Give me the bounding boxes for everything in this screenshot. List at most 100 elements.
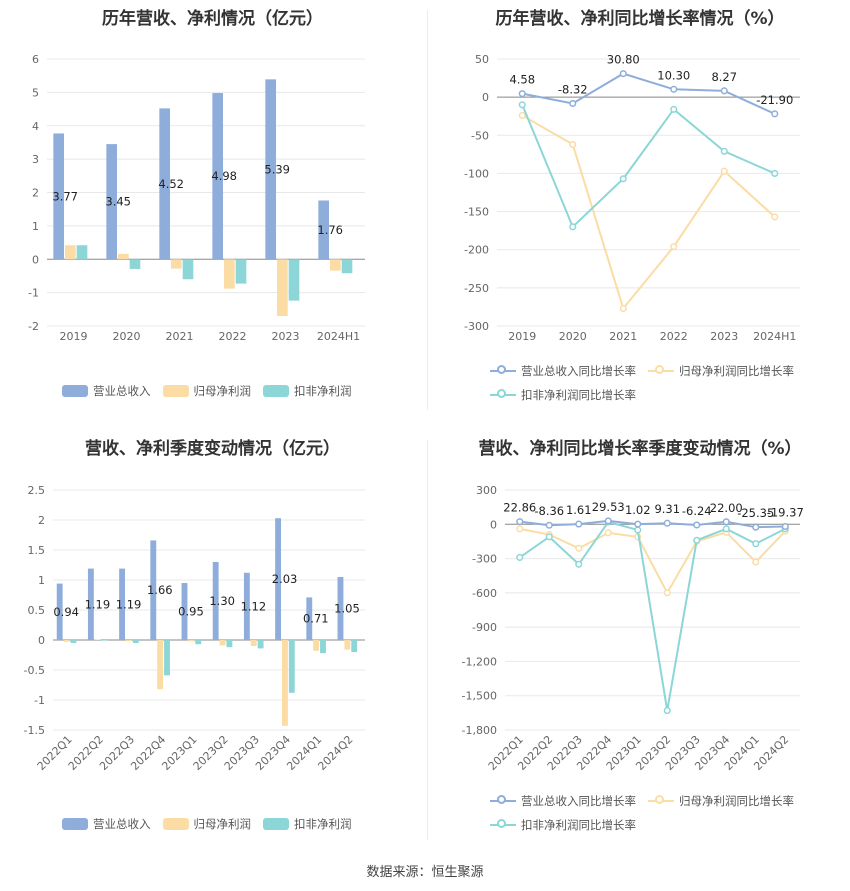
data-label: 22.86 <box>503 501 536 515</box>
y-tick-label: 1.5 <box>28 544 46 557</box>
data-point <box>545 533 553 541</box>
legend-item[interactable]: 归母净利润 <box>162 816 251 832</box>
bar <box>224 259 235 289</box>
legend-label: 归母净利润 <box>193 384 252 398</box>
y-tick-label: -100 <box>464 167 489 180</box>
data-point <box>722 525 730 533</box>
legend-swatch <box>263 818 289 830</box>
y-tick-label: -1.5 <box>24 724 45 737</box>
bar <box>330 259 341 271</box>
data-point <box>619 70 627 78</box>
legend-label: 扣非净利润 <box>294 384 352 398</box>
data-label: 2.03 <box>272 572 298 586</box>
legend-swatch <box>490 389 516 401</box>
legend-item[interactable]: 扣非净利润 <box>263 816 352 832</box>
y-tick-label: 2 <box>32 187 39 200</box>
data-point <box>720 147 728 155</box>
legend-swatch <box>490 819 516 831</box>
data-label: -19.37 <box>767 505 804 519</box>
legend-item[interactable]: 扣非净利润同比增长率 <box>490 384 636 406</box>
x-tick-label: 2024Q2 <box>315 733 355 773</box>
data-point <box>604 517 612 525</box>
bar <box>235 259 247 284</box>
bar <box>313 640 320 651</box>
y-tick-label: -0.5 <box>24 664 45 677</box>
data-label: 22.00 <box>710 501 743 515</box>
legend-item[interactable]: 营业总收入 <box>62 816 151 832</box>
legend-item[interactable]: 营业总收入同比增长率 <box>490 790 636 812</box>
bar <box>181 583 188 640</box>
data-label: 1.76 <box>317 223 343 237</box>
y-tick-label: 300 <box>476 484 497 497</box>
legend-item[interactable]: 营业总收入 <box>62 383 151 399</box>
chart-legend: 营业总收入 归母净利润 扣非净利润 <box>62 383 364 400</box>
data-point <box>516 518 524 526</box>
legend-item[interactable]: 归母净利润同比增长率 <box>648 360 794 382</box>
bar <box>150 540 157 640</box>
legend-item[interactable]: 营业总收入同比增长率 <box>490 360 636 382</box>
data-point <box>771 213 779 221</box>
quarterly-growth-panel: 营收、净利同比增长率季度变动情况（%） 300 0 -300 -600 -900 -1,2… <box>430 430 850 850</box>
data-point <box>604 529 612 537</box>
legend-label: 扣非净利润同比增长率 <box>521 818 636 832</box>
data-point <box>619 175 627 183</box>
data-label: 1.02 <box>625 503 651 517</box>
data-point <box>663 519 671 527</box>
y-tick-label: 2.5 <box>28 484 46 497</box>
chart-title: 历年营收、净利同比增长率情况（%） <box>495 9 785 29</box>
data-point <box>516 553 524 561</box>
data-label: 0.94 <box>53 605 79 619</box>
bar <box>318 200 330 260</box>
chart-legend: 营业总收入 归母净利润 扣非净利润 <box>62 816 364 833</box>
x-tick-label: 2021 <box>166 330 194 343</box>
bar <box>106 144 118 260</box>
data-label: 10.30 <box>657 68 690 82</box>
bar <box>164 640 170 676</box>
x-tick-label: 2022 <box>660 330 688 343</box>
annual-growth-chart: 50 0 -50 -100 -150 -200 -250 -300 2019 2020 2021 20… <box>464 53 800 343</box>
data-source-note: 数据来源：恒生聚源 <box>366 865 484 880</box>
bar <box>70 640 77 643</box>
chart-legend: 营业总收入同比增长率 归母净利润同比增长率 扣非净利润同比增长率 <box>490 360 850 408</box>
x-tick-label: 2022 <box>219 330 247 343</box>
bar <box>306 597 313 640</box>
y-tick-label: -150 <box>464 206 489 219</box>
bar <box>159 108 171 260</box>
data-point <box>670 85 678 93</box>
legend-item[interactable]: 扣非净利润同比增长率 <box>490 814 636 836</box>
chart-title: 营收、净利同比增长率季度变动情况（%） <box>478 439 802 459</box>
y-tick-label: 1 <box>38 574 45 587</box>
legend-item[interactable]: 归母净利润同比增长率 <box>648 790 794 812</box>
data-point <box>781 522 789 531</box>
series-line <box>521 114 776 311</box>
legend-item[interactable]: 归母净利润 <box>162 383 252 399</box>
legend-swatch <box>263 385 289 397</box>
series-line <box>519 527 786 595</box>
legend-swatch <box>162 385 189 397</box>
bar <box>351 640 358 652</box>
x-tick-label: 2019 <box>60 330 88 343</box>
data-point <box>518 111 526 120</box>
y-tick-label: -900 <box>472 621 497 634</box>
bar <box>94 639 101 640</box>
data-point <box>569 223 577 231</box>
data-label: 4.52 <box>158 177 184 191</box>
bar <box>288 259 300 301</box>
x-tick-label: 2024H1 <box>317 330 360 343</box>
y-tick-label: 4 <box>32 120 39 133</box>
y-tick-label: -1,200 <box>462 655 497 668</box>
y-tick-label: -200 <box>464 244 489 257</box>
bar <box>243 572 250 640</box>
x-tick-label: 2019 <box>508 330 536 343</box>
bar <box>320 640 326 654</box>
y-tick-label: 0.5 <box>28 604 46 617</box>
bar <box>212 93 224 260</box>
y-tick-label: -2 <box>28 320 39 333</box>
legend-label: 营业总收入 <box>93 817 151 831</box>
data-label: 4.58 <box>509 73 535 87</box>
data-point <box>663 707 671 715</box>
bar <box>344 640 351 650</box>
y-tick-label: -1,500 <box>462 690 497 703</box>
legend-item[interactable]: 扣非净利润 <box>263 383 352 399</box>
y-tick-label: -300 <box>464 320 489 333</box>
